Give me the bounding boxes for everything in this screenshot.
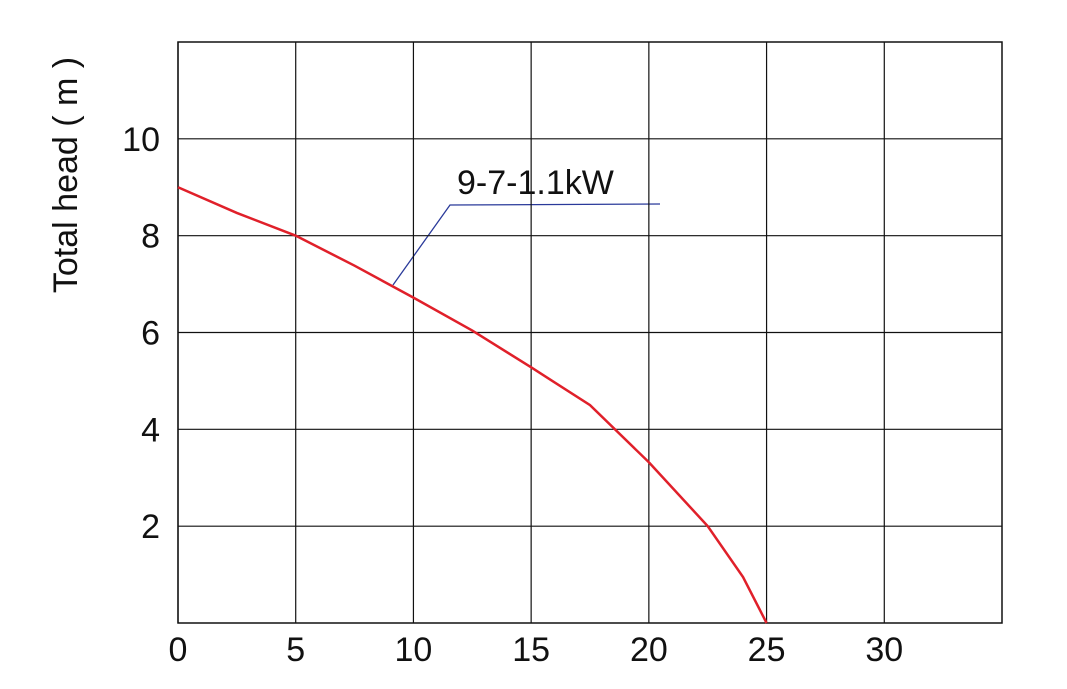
x-tick-label: 10 — [395, 631, 433, 669]
y-axis-label: Total head ( m ) — [47, 57, 85, 293]
x-tick-label: 15 — [512, 631, 550, 669]
y-tick-label: 6 — [141, 314, 160, 352]
y-tick-label: 10 — [122, 121, 160, 159]
data-line — [177, 186, 768, 624]
y-tick-label: 4 — [141, 411, 160, 449]
x-tick-label: 0 — [169, 631, 188, 669]
x-tick-label: 30 — [865, 631, 903, 669]
y-tick-label: 2 — [141, 508, 160, 546]
series-label: 9-7-1.1kW — [457, 164, 614, 202]
x-tick-label: 5 — [286, 631, 305, 669]
x-tick-label: 25 — [748, 631, 786, 669]
x-tick-label: 20 — [630, 631, 668, 669]
y-tick-label: 8 — [141, 218, 160, 256]
leader-line — [392, 203, 661, 286]
